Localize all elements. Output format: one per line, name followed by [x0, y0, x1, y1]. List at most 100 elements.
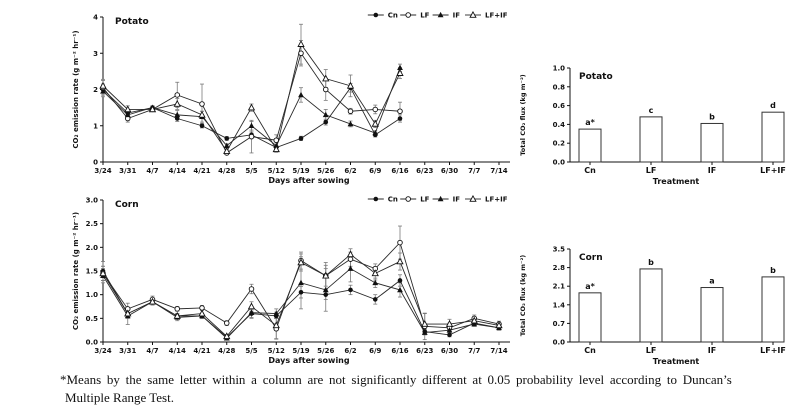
open-triangle-marker	[421, 319, 429, 327]
x-tick-label: 3/31	[119, 347, 136, 355]
x-tick-label: IF	[708, 346, 716, 355]
open-triangle-marker	[198, 309, 206, 317]
filled-triangle-marker	[446, 327, 453, 333]
y-tick-label: 2.1	[553, 283, 566, 291]
open-circle-marker	[347, 256, 354, 262]
open-circle-marker	[397, 239, 403, 246]
legend-label: LF	[420, 12, 429, 20]
filled-circle-marker	[174, 116, 180, 121]
filled-triangle-marker	[437, 11, 444, 18]
open-circle-marker	[298, 50, 304, 57]
filled-triangle-marker	[421, 329, 428, 335]
legend-label: Cn	[388, 12, 398, 20]
x-tick-label: 4/28	[218, 167, 235, 175]
y-axis-title: CO₂ emission rate (g m⁻² hr⁻¹)	[72, 212, 80, 330]
x-tick-label: 5/19	[292, 167, 309, 175]
open-circle-marker	[273, 137, 279, 143]
series-LF+IF	[99, 250, 503, 340]
open-triangle-marker	[297, 40, 305, 47]
filled-triangle-marker	[248, 309, 255, 315]
x-tick-label: 4/7	[146, 167, 158, 175]
legend-label: LF+IF	[485, 196, 508, 204]
open-triangle-marker	[99, 81, 107, 89]
series-LF+IF	[99, 40, 404, 154]
bar-LF	[639, 268, 663, 343]
x-tick-label: 4/21	[193, 167, 210, 175]
x-tick-label: 5/26	[317, 167, 334, 175]
x-tick-label: 7/7	[468, 167, 480, 175]
y-axis-title: Total CO₂ flux (kg m⁻²)	[519, 74, 527, 156]
filled-triangle-marker	[322, 286, 329, 293]
open-circle-marker	[248, 133, 255, 140]
filled-circle-marker	[397, 116, 403, 121]
open-triangle-marker	[124, 105, 132, 113]
open-triangle-marker	[346, 81, 355, 89]
x-tick-label: 5/12	[268, 167, 285, 175]
bar-Cn	[578, 128, 602, 163]
open-triangle-marker	[223, 147, 231, 154]
bar-IF	[700, 287, 724, 343]
open-circle-marker	[174, 306, 180, 312]
open-triangle-marker	[297, 258, 305, 266]
open-triangle-marker	[198, 110, 206, 118]
open-triangle-marker	[99, 269, 107, 277]
y-tick-label: 0.0	[86, 339, 99, 347]
bars: a* Cn c LF b IF d LF+IF	[578, 101, 786, 175]
x-tick-label: LF+IF	[760, 346, 786, 355]
bar-LF+IF	[761, 276, 785, 343]
open-circle-marker	[397, 108, 403, 114]
legend: Cn LF IF LF+IF	[367, 10, 508, 20]
legend-label: LF	[420, 196, 429, 204]
axes: 0.0 0.5 1.0 1.5 2.0 2.5 3.0 3/24 3/31 4/7 4/14 4/21…	[86, 197, 510, 355]
x-tick-label: LF	[646, 346, 657, 355]
filled-triangle-marker	[347, 120, 354, 127]
corn-bar-chart: 0.0 0.7 1.4 2.1 2.8 3.5 a* Cn b LF a IF b LF+IF Treatm…	[515, 228, 800, 380]
y-tick-label: 1.0	[86, 291, 99, 299]
x-tick-label: 7/7	[468, 347, 480, 355]
y-tick-label: 1	[93, 122, 98, 130]
filled-triangle-marker	[248, 122, 255, 129]
significance-letter: a	[709, 277, 714, 286]
filled-circle-marker	[323, 119, 329, 125]
x-tick-label: 6/9	[369, 347, 381, 355]
x-axis-title: Days after sowing	[268, 176, 350, 185]
open-triangle-marker	[173, 99, 181, 107]
significance-letter: a*	[585, 282, 595, 291]
x-tick-label: 4/14	[169, 167, 186, 175]
open-circle-marker	[347, 108, 354, 114]
y-tick-label: 1.5	[86, 268, 99, 276]
axes: 0 1 2 3 4 3/24 3/31 4/7 4/14 4/21 4/28 5/5 5/12 5/19 5…	[93, 14, 510, 175]
y-tick-label: 1.4	[553, 301, 566, 309]
filled-triangle-marker	[298, 91, 304, 98]
bar-Cn	[578, 292, 602, 343]
footnote-line-2: Multiple Range Test.	[65, 390, 174, 405]
y-tick-label: 3.5	[553, 246, 566, 254]
filled-triangle-marker	[174, 111, 181, 118]
filled-triangle-marker	[100, 88, 106, 94]
potato-line-svg: 0 1 2 3 4 3/24 3/31 4/7 4/14 4/21 4/28 5/5 5/12 5/19 5…	[72, 10, 510, 185]
x-tick-label: 6/23	[416, 167, 433, 175]
y-tick-label: 0.5	[86, 315, 99, 323]
open-circle-marker	[199, 305, 205, 311]
chart-title: Potato	[579, 72, 613, 82]
x-tick-label: 3/31	[119, 167, 136, 175]
y-tick-label: 0.7	[553, 320, 566, 328]
filled-circle-marker	[224, 136, 230, 141]
bars: a* Cn b LF a IF b LF+IF	[578, 258, 786, 355]
potato-bar-svg: 0.0 0.2 0.4 0.6 0.8 1.0 a* Cn c LF b IF d LF+IF Treatm…	[519, 65, 786, 187]
x-tick-label: 5/5	[245, 167, 257, 175]
potato-bar-chart: 0.0 0.2 0.4 0.6 0.8 1.0 a* Cn c LF b IF d LF+IF Treatm…	[515, 50, 800, 204]
open-triangle-marker	[445, 319, 454, 327]
y-tick-label: 0.6	[553, 102, 566, 110]
x-tick-label: 6/2	[344, 167, 356, 175]
filled-circle-marker	[298, 290, 304, 295]
legend-label: Cn	[388, 196, 398, 204]
filled-triangle-marker	[372, 129, 379, 136]
x-tick-label: 5/5	[245, 347, 257, 355]
x-tick-label: LF	[646, 166, 657, 175]
open-circle-marker	[405, 196, 411, 202]
chart-title: Corn	[115, 200, 139, 210]
x-tick-label: 5/26	[317, 347, 334, 355]
y-tick-label: 0.8	[553, 83, 566, 91]
